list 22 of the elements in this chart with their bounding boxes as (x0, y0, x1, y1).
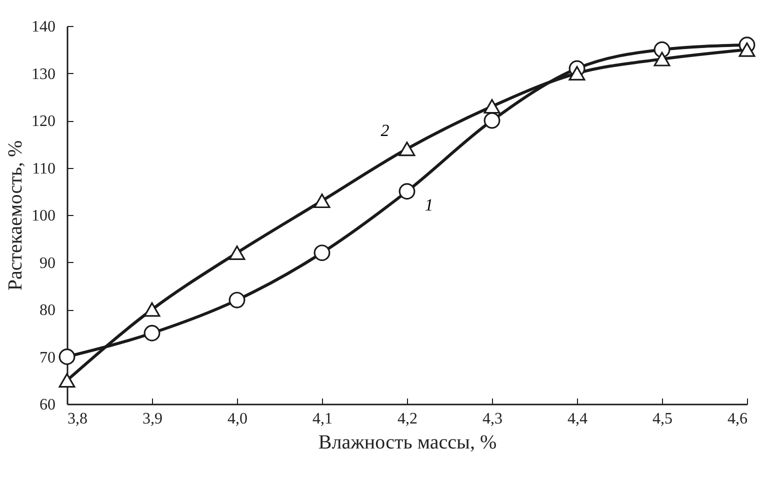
x-tick-label: 4,1 (312, 410, 332, 428)
y-tick-label: 120 (32, 113, 56, 130)
x-tick-label: 3,8 (68, 410, 88, 428)
y-tick-label: 80 (40, 302, 56, 319)
x-axis-title: Влажность массы, % (318, 432, 497, 454)
x-tick-label: 4,6 (728, 410, 748, 428)
y-tick-label: 140 (32, 18, 56, 36)
x-tick-label: 4,0 (228, 410, 248, 428)
x-tick-label: 3,9 (142, 410, 162, 428)
y-tick-label: 90 (40, 254, 56, 272)
x-tick-label: 4,5 (652, 410, 672, 428)
series-label: 1 (424, 195, 434, 214)
y-tick-label: 60 (40, 396, 56, 414)
y-tick-label: 70 (40, 349, 56, 366)
x-tick-label: 4,2 (398, 410, 418, 428)
x-tick-label: 4,3 (482, 410, 502, 428)
x-tick-label: 4,4 (568, 410, 588, 428)
y-axis-title: Растекаемость, % (4, 140, 26, 291)
series-label: 2 (380, 120, 390, 140)
y-tick-label: 100 (32, 208, 56, 224)
y-tick-label: 130 (32, 66, 56, 83)
y-tick-label: 110 (32, 160, 56, 178)
